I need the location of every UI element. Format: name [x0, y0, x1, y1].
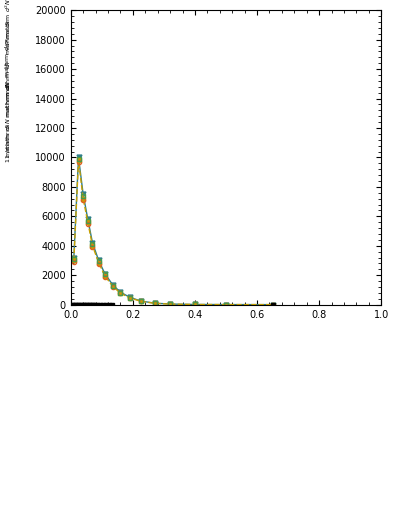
DataCirc	[103, 273, 107, 280]
Text: $\mathrm{mathrm}\ d\lambda$: $\mathrm{mathrm}\ d\lambda$	[4, 122, 12, 158]
DataCirc	[224, 302, 228, 308]
Herwig	[103, 271, 107, 277]
Line: Pythia: Pythia	[72, 158, 275, 307]
Pythia	[72, 258, 76, 264]
Pythia	[90, 243, 95, 249]
Herwig	[76, 155, 81, 161]
Herwig	[81, 191, 86, 197]
DataSq	[81, 193, 86, 199]
DataCirc	[138, 298, 143, 305]
DataSq	[138, 298, 143, 304]
Herwig	[118, 289, 123, 295]
Pythia	[103, 273, 107, 279]
DataCirc	[72, 259, 76, 265]
Line: DataSq: DataSq	[72, 157, 228, 307]
DataCirc	[110, 284, 115, 290]
Pythia	[127, 295, 132, 301]
Pythia	[152, 300, 157, 306]
DataSq	[96, 258, 101, 264]
DataCirc	[270, 302, 275, 308]
Pythia	[85, 219, 90, 225]
Pythia	[138, 298, 143, 304]
DataSq	[224, 302, 228, 308]
DataSq	[127, 294, 132, 301]
Text: $\mathrm{mathrm}\ d\ p_T$: $\mathrm{mathrm}\ d\ p_T$	[4, 36, 12, 78]
DataCirc	[152, 300, 157, 306]
Pythia	[110, 283, 115, 289]
DataCirc	[168, 301, 173, 307]
Line: DataCirc: DataCirc	[72, 160, 275, 307]
DataCirc	[193, 302, 197, 308]
Text: $1\ /\mathrm{mathrm}\ N\ \mathrm{mathrm}\ dN$: $1\ /\mathrm{mathrm}\ N\ \mathrm{mathrm}…	[4, 79, 12, 159]
DataSq	[193, 302, 197, 308]
Herwig	[152, 300, 157, 306]
DataSq	[168, 301, 173, 307]
Herwig	[168, 301, 173, 307]
DataSq	[72, 256, 76, 262]
Herwig	[85, 216, 90, 222]
Herwig	[72, 254, 76, 261]
Line: Herwig: Herwig	[72, 155, 275, 307]
DataCirc	[76, 159, 81, 165]
Herwig	[193, 302, 197, 308]
Text: $\mathrm{mathrm}\ d\lambda$: $\mathrm{mathrm}\ d\lambda$	[4, 60, 12, 96]
DataCirc	[81, 197, 86, 203]
DataCirc	[90, 244, 95, 250]
Text: $\mathrm{mathrm}\ d\lambda$: $\mathrm{mathrm}\ d\lambda$	[4, 19, 12, 55]
DataCirc	[127, 295, 132, 301]
DataSq	[85, 218, 90, 224]
Pythia	[118, 290, 123, 296]
Herwig	[138, 298, 143, 304]
DataSq	[118, 289, 123, 295]
DataSq	[152, 300, 157, 306]
Herwig	[110, 282, 115, 288]
Herwig	[127, 294, 132, 301]
DataCirc	[96, 261, 101, 267]
DataCirc	[118, 290, 123, 296]
Pythia	[96, 260, 101, 266]
Herwig	[96, 258, 101, 264]
Herwig	[270, 302, 275, 308]
DataSq	[76, 156, 81, 162]
DataSq	[103, 271, 107, 278]
Text: $1$: $1$	[4, 158, 12, 163]
Pythia	[168, 301, 173, 307]
Text: $\mathrm{mathrm}\ d\lambda$: $\mathrm{mathrm}\ d\lambda$	[4, 80, 12, 117]
DataCirc	[85, 221, 90, 227]
Pythia	[81, 196, 86, 202]
Pythia	[76, 157, 81, 163]
DataSq	[110, 283, 115, 289]
Herwig	[224, 302, 228, 308]
Pythia	[270, 302, 275, 308]
Text: $\mathrm{mathrm}\ d^2N$: $\mathrm{mathrm}\ d^2N$	[3, 0, 13, 39]
DataSq	[90, 241, 95, 247]
Herwig	[90, 240, 95, 246]
Pythia	[193, 302, 197, 308]
Pythia	[224, 302, 228, 308]
